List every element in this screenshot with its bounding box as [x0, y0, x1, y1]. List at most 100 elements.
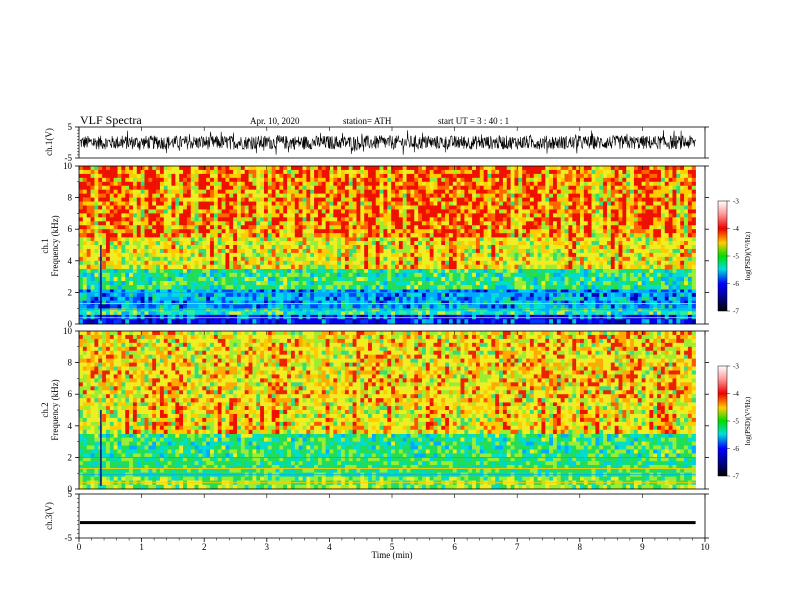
ch1-spectrogram-cell — [433, 237, 438, 242]
ch1-spectrogram-cell — [580, 193, 585, 198]
ch1-spectrogram-cell — [94, 189, 99, 194]
ch1-spectrogram-cell — [533, 173, 538, 179]
ch1-spectrogram-cell — [240, 166, 246, 171]
ch1-spectrogram-cell — [190, 289, 195, 294]
ch1-spectrogram-cell — [356, 260, 361, 266]
ch1-spectrogram-cell — [514, 260, 519, 266]
ch1-spectrogram-cell — [541, 181, 546, 187]
ch1-spectrogram-cell — [664, 304, 669, 309]
ch1-spectrogram-cell — [529, 285, 535, 290]
ch1-spectrogram-cell — [433, 314, 438, 320]
ch1-spectrogram-cell — [391, 256, 396, 262]
ch1-spectrogram-cell — [429, 276, 434, 282]
ch1-spectrogram-cell — [252, 285, 257, 290]
ch1-spectrogram-cell — [429, 319, 434, 325]
ch1-spectrogram-cell — [664, 300, 669, 305]
ch1-spectrogram-cell — [379, 181, 384, 187]
ch1-spectrogram-cell — [641, 193, 646, 198]
ch1-spectrogram-cell — [660, 276, 666, 282]
ch1-spectrogram-cell — [375, 285, 380, 290]
ch1-spectrogram-cell — [441, 177, 446, 183]
ch1-spectrogram-cell — [213, 260, 219, 266]
ch1-spectrogram-cell — [290, 197, 296, 202]
ch1-spectrogram-cell — [317, 272, 323, 278]
ch1-spectrogram-cell — [371, 296, 377, 301]
ch1-spectrogram-band-0 — [79, 314, 696, 325]
ch1-spectrogram-cell — [395, 181, 400, 187]
ch1-spectrogram-cell — [210, 245, 215, 250]
ch1-spectrogram-cell — [448, 169, 454, 175]
ch1-spectrogram-cell — [132, 289, 138, 294]
ch1-spectrogram-cell — [483, 272, 488, 278]
ch1-spectrogram-cell — [183, 304, 188, 309]
ch1-spectrogram-cell — [522, 166, 527, 171]
ch1-spectrogram-cell — [90, 285, 95, 290]
ch1-spectrogram-cell — [537, 311, 542, 315]
ch1-spectrogram-cell — [680, 268, 685, 274]
ch1-spectrogram-cell — [556, 252, 562, 258]
ch1-spectrogram-cell — [129, 300, 134, 305]
ch1-spectrogram-cell — [568, 285, 573, 290]
ch1-spectrogram-cell — [225, 245, 230, 250]
ch1-spectrogram-cell — [283, 177, 288, 183]
ch1-spectrogram-cell — [156, 252, 161, 258]
ch1-spectrogram-cell — [206, 245, 211, 250]
ch1-spectrogram-cell — [310, 300, 315, 305]
ch1-spectrogram-cell — [464, 181, 469, 187]
ch1-spectrogram-cell — [121, 276, 126, 282]
ch1-spectrogram-cell — [260, 319, 265, 325]
ch1-spectrogram-cell — [213, 181, 219, 187]
ch1-spectrogram-cell — [418, 256, 423, 262]
ch1-spectrogram-cell — [560, 245, 565, 250]
ch1-spectrogram-cell — [657, 300, 662, 305]
ch1-spectrogram-cell — [687, 289, 693, 294]
ch1-spectrogram-cell — [379, 296, 384, 301]
ch1-spectrogram-cell — [614, 272, 619, 278]
ch1-spectrogram-cell — [368, 276, 373, 282]
ch1-spectrogram-cell — [641, 169, 646, 175]
ch1-spectrogram-cell — [368, 300, 373, 305]
ch1-spectrogram-cell — [113, 241, 118, 246]
ch1-spectrogram-cell — [337, 264, 342, 269]
ch1-spectrogram-cell — [560, 177, 565, 183]
ch1-spectrogram-cell — [398, 260, 404, 266]
ch1-spectrogram-cell — [383, 193, 388, 198]
ch1-spectrogram-cell — [645, 304, 650, 309]
ch1-spectrogram-cell — [325, 276, 330, 282]
ch1-spectrogram-cell — [290, 276, 296, 282]
ch1-spectrogram-cell — [502, 166, 508, 171]
ch1-spectrogram-cell — [140, 289, 145, 294]
ch1-spectrogram-cell — [387, 272, 392, 278]
ch1-spectrogram-cell — [518, 189, 523, 194]
ch1-spectrogram-cell — [287, 241, 292, 246]
ch1-spectrogram-cell — [275, 260, 280, 266]
ch1-spectrogram-cell — [113, 256, 118, 262]
ch1-spectrogram-cell — [502, 311, 508, 315]
ch1-spectrogram-cell — [522, 241, 527, 246]
ch1-spectrogram-cell — [533, 197, 538, 202]
ch1-spectrogram-cell — [183, 185, 188, 190]
ch1-spectrogram-cell — [86, 281, 91, 286]
ch1-spectrogram-cell — [113, 197, 118, 202]
ch1-spectrogram-cell — [306, 185, 311, 190]
ch1-spectrogram-cell — [263, 272, 269, 278]
ch1-spectrogram-cell — [202, 276, 207, 282]
ch1-spectrogram-cell — [375, 281, 380, 286]
ch1-spectrogram-cell — [553, 193, 558, 198]
ch1-spectrogram-cell — [140, 293, 145, 298]
ch1-spectrogram-cell — [90, 289, 95, 294]
ch1-spectrogram-cell — [483, 252, 488, 258]
ch1-spectrogram-cell — [206, 293, 211, 298]
ch1-spectrogram-cell — [657, 296, 662, 301]
ch1-spectrogram-cell — [190, 300, 195, 305]
ch1-spectrogram-cell — [487, 276, 492, 282]
ch1-spectrogram-cell — [398, 241, 404, 246]
ch1-spectrogram-cell — [244, 256, 249, 262]
ch1-spectrogram-cell — [148, 285, 153, 290]
ch1-spectrogram-cell — [321, 314, 326, 320]
ch1-spectrogram-cell — [618, 252, 623, 258]
ch1-spectrogram-cell — [159, 197, 165, 202]
ch1-spectrogram-cell — [437, 166, 442, 171]
ch1-spectrogram-cell — [487, 281, 492, 286]
ch1-spectrogram-cell — [479, 296, 484, 301]
